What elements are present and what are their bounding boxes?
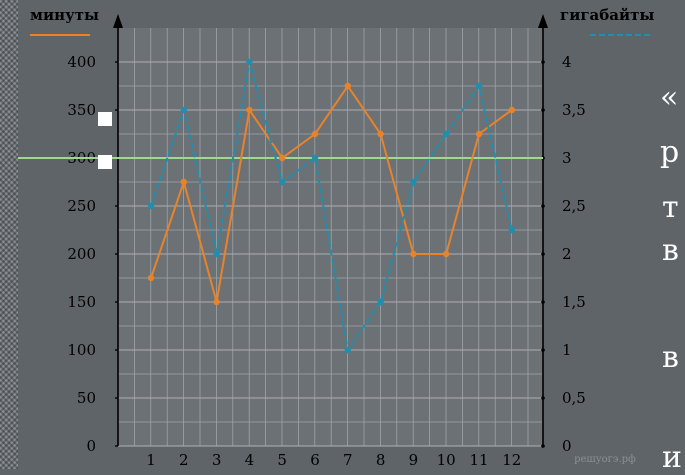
right-tick-mark: [541, 300, 545, 304]
point-minutes-4: [246, 106, 253, 114]
left-tick-label: 150: [67, 293, 96, 311]
left-tick-label: 200: [67, 245, 96, 263]
right-tick-mark: [541, 396, 545, 400]
left-tick-label: 250: [67, 197, 96, 215]
point-gigabytes-3: [213, 250, 220, 258]
point-minutes-3: [213, 298, 220, 306]
x-tick-label: 11: [469, 451, 488, 469]
x-tick-label: 2: [179, 451, 189, 469]
right-tick-label: 3,5: [562, 101, 586, 119]
point-minutes-6: [311, 130, 319, 138]
right-tick-mark: [541, 60, 545, 64]
grid: [118, 28, 543, 447]
left-tick-label: 50: [77, 389, 96, 407]
point-minutes-1: [147, 274, 155, 282]
point-gigabytes-4: [246, 58, 253, 66]
left-tick-label: 350: [67, 101, 96, 119]
point-gigabytes-11: [475, 82, 483, 90]
point-gigabytes-2: [180, 106, 187, 114]
right-tick-label: 0,5: [562, 389, 586, 407]
right-tick-mark: [541, 108, 545, 112]
right-tick-label: 1,5: [562, 293, 586, 311]
x-tick-label: 3: [212, 451, 222, 469]
series: [147, 58, 515, 354]
legend-swatch-gigabytes: [590, 34, 652, 36]
point-gigabytes-12: [508, 226, 515, 234]
side-text-3: т: [662, 190, 679, 225]
point-minutes-12: [508, 106, 515, 114]
series-line-minutes: [150, 84, 513, 303]
x-tick-label: 7: [343, 451, 353, 469]
left-axis-arrow: [113, 14, 123, 28]
tick-labels: 05010015020025030035040000,511,522,533,5…: [67, 53, 586, 469]
point-gigabytes-6: [311, 154, 319, 162]
x-tick-label: 9: [409, 451, 419, 469]
x-tick-label: 1: [146, 451, 156, 469]
point-gigabytes-8: [377, 298, 384, 306]
decorative-stripe: [0, 0, 18, 469]
right-tick-label: 1: [562, 341, 572, 359]
point-minutes-7: [344, 82, 351, 90]
x-tick-label: 10: [437, 451, 456, 469]
bullet-marker-1: [98, 112, 112, 126]
bullet-marker-2: [98, 155, 112, 169]
right-axis-arrow: [538, 14, 548, 28]
point-minutes-8: [377, 130, 384, 138]
right-axis-label: гигабайты: [560, 6, 654, 24]
x-tick-label: 8: [376, 451, 386, 469]
right-tick-mark: [541, 348, 545, 352]
right-tick-mark: [541, 252, 545, 256]
x-tick-label: 4: [245, 451, 255, 469]
side-text-2: р: [660, 135, 680, 170]
right-tick-label: 4: [562, 53, 572, 71]
point-gigabytes-1: [147, 202, 155, 210]
point-gigabytes-5: [279, 178, 286, 186]
point-minutes-11: [475, 130, 483, 138]
right-tick-label: 3: [562, 149, 572, 167]
left-axis-label: минуты: [30, 6, 99, 24]
right-tick-mark: [541, 444, 545, 448]
right-tick-label: 0: [562, 437, 572, 455]
side-text-6: и: [662, 440, 682, 475]
point-minutes-10: [443, 250, 450, 258]
point-minutes-9: [410, 250, 417, 258]
watermark: решуогэ.рф: [574, 454, 636, 465]
axes: [113, 14, 548, 446]
point-gigabytes-9: [410, 178, 417, 186]
series-line-gigabytes: [150, 61, 513, 353]
x-tick-label: 6: [310, 451, 320, 469]
point-minutes-2: [180, 178, 187, 186]
right-tick-mark: [541, 204, 545, 208]
right-tick-label: 2,5: [562, 197, 586, 215]
point-gigabytes-10: [443, 130, 450, 138]
point-gigabytes-7: [344, 346, 351, 354]
x-tick-label: 12: [502, 451, 521, 469]
point-minutes-5: [279, 154, 286, 162]
left-tick-label: 0: [86, 437, 96, 455]
right-tick-label: 2: [562, 245, 572, 263]
left-tick-label: 100: [67, 341, 96, 359]
side-text-4: в: [662, 233, 679, 268]
legend-swatch-minutes: [30, 34, 90, 36]
left-tick-label: 400: [67, 53, 96, 71]
side-text-1: «: [660, 80, 679, 115]
x-tick-label: 5: [277, 451, 287, 469]
side-text-5: в: [662, 340, 679, 375]
